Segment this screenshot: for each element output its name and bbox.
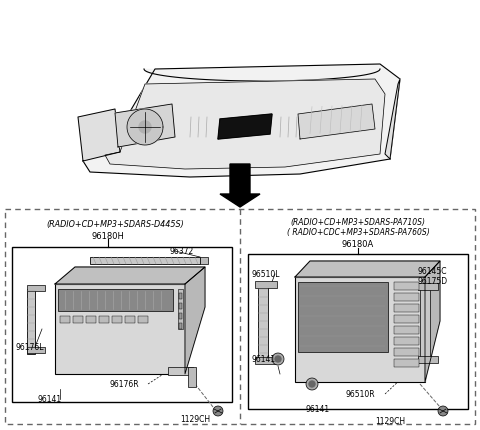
Polygon shape (425, 261, 440, 382)
Bar (255, 281, 277, 289)
Bar (27, 347, 45, 353)
Bar (168, 367, 193, 375)
Bar (418, 356, 438, 363)
Circle shape (275, 356, 281, 362)
Circle shape (309, 381, 315, 387)
Bar (90, 258, 200, 264)
Bar (420, 289, 430, 359)
Text: (RADIO+CD+MP3+SDARS-D445S): (RADIO+CD+MP3+SDARS-D445S) (46, 219, 184, 228)
Text: 96141: 96141 (305, 405, 329, 414)
Polygon shape (55, 267, 205, 284)
Bar (60, 316, 70, 323)
Bar (58, 289, 173, 311)
Bar (394, 315, 419, 323)
Text: 96141: 96141 (38, 395, 62, 404)
Text: 96176R: 96176R (110, 380, 140, 389)
Bar (255, 357, 277, 364)
Polygon shape (220, 165, 260, 208)
Circle shape (272, 353, 284, 365)
Bar (12, 247, 232, 402)
Circle shape (438, 406, 448, 416)
Polygon shape (295, 261, 440, 277)
Bar (138, 316, 148, 323)
Text: 96180H: 96180H (92, 231, 124, 240)
Text: 1129CH: 1129CH (180, 415, 210, 424)
Bar (86, 316, 96, 323)
Bar (394, 283, 419, 290)
Polygon shape (298, 105, 375, 140)
Bar (179, 323, 182, 329)
Polygon shape (115, 105, 175, 147)
Bar (394, 326, 419, 334)
Bar (248, 255, 468, 409)
Polygon shape (78, 110, 120, 162)
Bar (179, 303, 182, 309)
Text: 96145C: 96145C (418, 267, 447, 276)
Bar (298, 283, 388, 352)
Text: ( RADIO+CDC+MP3+SDARS-PA760S): ( RADIO+CDC+MP3+SDARS-PA760S) (287, 227, 430, 236)
Bar (73, 316, 83, 323)
Text: 96510R: 96510R (345, 390, 374, 399)
Bar (258, 286, 268, 361)
Bar (394, 304, 419, 312)
Text: 96180A: 96180A (342, 240, 374, 249)
Polygon shape (139, 122, 151, 134)
Polygon shape (105, 80, 385, 169)
Bar (394, 293, 419, 301)
Polygon shape (83, 65, 400, 178)
Bar (200, 258, 208, 264)
Bar (394, 337, 419, 345)
Text: 1129CH: 1129CH (375, 417, 405, 426)
Text: 96510L: 96510L (252, 270, 280, 279)
Text: 96175D: 96175D (418, 277, 448, 286)
Polygon shape (218, 115, 272, 140)
Bar (178, 289, 183, 329)
Text: 96176L: 96176L (16, 343, 45, 352)
Polygon shape (127, 110, 163, 146)
Text: (RADIO+CD+MP3+SDARS-PA710S): (RADIO+CD+MP3+SDARS-PA710S) (290, 218, 425, 227)
Bar (188, 367, 196, 387)
Bar (179, 293, 182, 299)
Bar (394, 348, 419, 356)
Circle shape (306, 378, 318, 390)
Text: 96141: 96141 (252, 355, 276, 364)
Text: 96372: 96372 (170, 247, 194, 256)
Bar (179, 313, 182, 319)
Bar (295, 277, 425, 382)
Polygon shape (385, 80, 400, 160)
Bar (394, 359, 419, 367)
Bar (55, 284, 185, 374)
Bar (27, 286, 45, 291)
Circle shape (213, 406, 223, 416)
Bar (125, 316, 135, 323)
Bar (418, 283, 438, 290)
Bar (27, 289, 35, 354)
Bar (112, 316, 122, 323)
Polygon shape (185, 267, 205, 374)
Bar (99, 316, 109, 323)
